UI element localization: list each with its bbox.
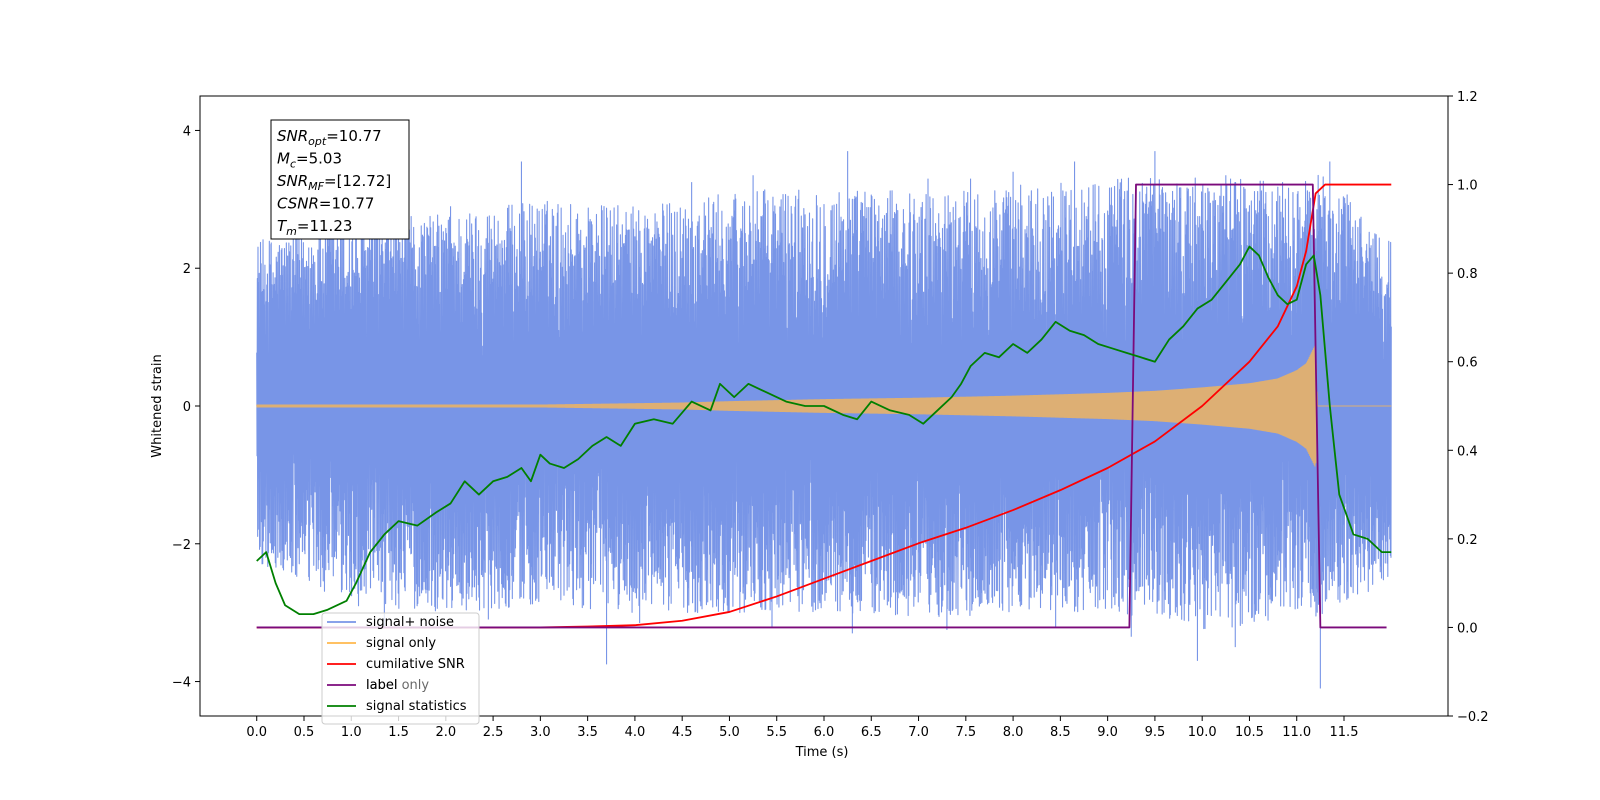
y2-tick-label: 1.0 bbox=[1457, 179, 1478, 194]
x-axis-ticks: 0.0 0.5 1.0 1.5 2.0 2.5 3.0 3.5 4.0 4.5 5.0 5.5 6.0 6… bbox=[246, 716, 1358, 740]
y-tick-label: 0 bbox=[183, 400, 191, 415]
series-signal-only bbox=[256, 344, 1392, 467]
y2-tick-label: 0.6 bbox=[1457, 356, 1478, 371]
legend-entry: signal+ noise bbox=[366, 615, 454, 630]
x-tick-label: 6.5 bbox=[861, 725, 882, 740]
y2-tick-label: 0.8 bbox=[1457, 267, 1478, 282]
x-tick-label: 2.0 bbox=[435, 725, 456, 740]
x-tick-label: 9.0 bbox=[1097, 725, 1118, 740]
x-tick-label: 1.0 bbox=[341, 725, 362, 740]
series-signal-statistics bbox=[256, 245, 1392, 616]
x-tick-label: 4.0 bbox=[625, 725, 646, 740]
x-tick-label: 8.0 bbox=[1003, 725, 1024, 740]
x-tick-label: 7.0 bbox=[908, 725, 929, 740]
info-line: CSNR=10.77 bbox=[277, 195, 374, 213]
legend-entry: cumilative SNR bbox=[366, 657, 465, 672]
legend-entry: label bbox=[366, 678, 397, 693]
legend: signal+ noise signal only cumilative SNR la… bbox=[321, 612, 480, 725]
x-tick-label: 9.5 bbox=[1145, 725, 1166, 740]
x-tick-label: 0.0 bbox=[246, 725, 267, 740]
x-tick-label: 8.5 bbox=[1050, 725, 1071, 740]
x-tick-label: 10.5 bbox=[1235, 725, 1264, 740]
x-tick-label: 0.5 bbox=[294, 725, 315, 740]
legend-entry: signal statistics bbox=[366, 699, 467, 714]
y-tick-label: 4 bbox=[183, 124, 191, 139]
series-cumulative-snr bbox=[256, 183, 1392, 629]
info-line: SNRopt=10.77 bbox=[277, 127, 382, 148]
x-tick-label: 10.0 bbox=[1188, 725, 1217, 740]
y-axis-ticks: 4 2 0 −2 −4 bbox=[172, 124, 200, 691]
y2-tick-label: 0.0 bbox=[1457, 621, 1478, 636]
x-tick-label: 11.0 bbox=[1282, 725, 1311, 740]
series-signal-noise bbox=[256, 151, 1392, 689]
y2-axis-ticks: 1.2 1.0 0.8 0.6 0.4 0.2 0.0 −0.2 bbox=[1448, 90, 1489, 725]
y2-tick-label: 1.2 bbox=[1457, 90, 1478, 105]
x-tick-label: 2.5 bbox=[483, 725, 504, 740]
legend-frame bbox=[321, 612, 480, 725]
x-tick-label: 4.5 bbox=[672, 725, 693, 740]
legend-entry: signal only bbox=[366, 636, 436, 651]
x-tick-label: 11.5 bbox=[1330, 725, 1359, 740]
info-line: Mc=5.03 bbox=[277, 150, 342, 171]
x-tick-label: 5.5 bbox=[766, 725, 787, 740]
y2-tick-label: 0.2 bbox=[1457, 533, 1478, 548]
x-tick-label: 6.0 bbox=[814, 725, 835, 740]
y2-tick-label: −0.2 bbox=[1457, 710, 1489, 725]
y-tick-label: −2 bbox=[172, 538, 191, 553]
x-axis-label: Time (s) bbox=[795, 745, 849, 760]
y-axis-label: Whitened strain bbox=[150, 354, 165, 457]
legend-entry: label only bbox=[366, 678, 429, 693]
info-line: SNRMF=[12.72] bbox=[277, 172, 391, 193]
x-tick-label: 5.0 bbox=[719, 725, 740, 740]
x-tick-label: 3.5 bbox=[577, 725, 598, 740]
series-label bbox=[256, 183, 1387, 629]
y2-tick-label: 0.4 bbox=[1457, 444, 1478, 459]
x-tick-label: 3.0 bbox=[530, 725, 551, 740]
y-tick-label: 2 bbox=[183, 262, 191, 277]
info-box-frame bbox=[270, 119, 410, 240]
info-line: Tm=11.23 bbox=[277, 217, 352, 238]
x-tick-label: 1.5 bbox=[388, 725, 409, 740]
y-tick-label: −4 bbox=[172, 676, 191, 691]
x-tick-label: 7.5 bbox=[955, 725, 976, 740]
plot-area bbox=[256, 151, 1392, 689]
